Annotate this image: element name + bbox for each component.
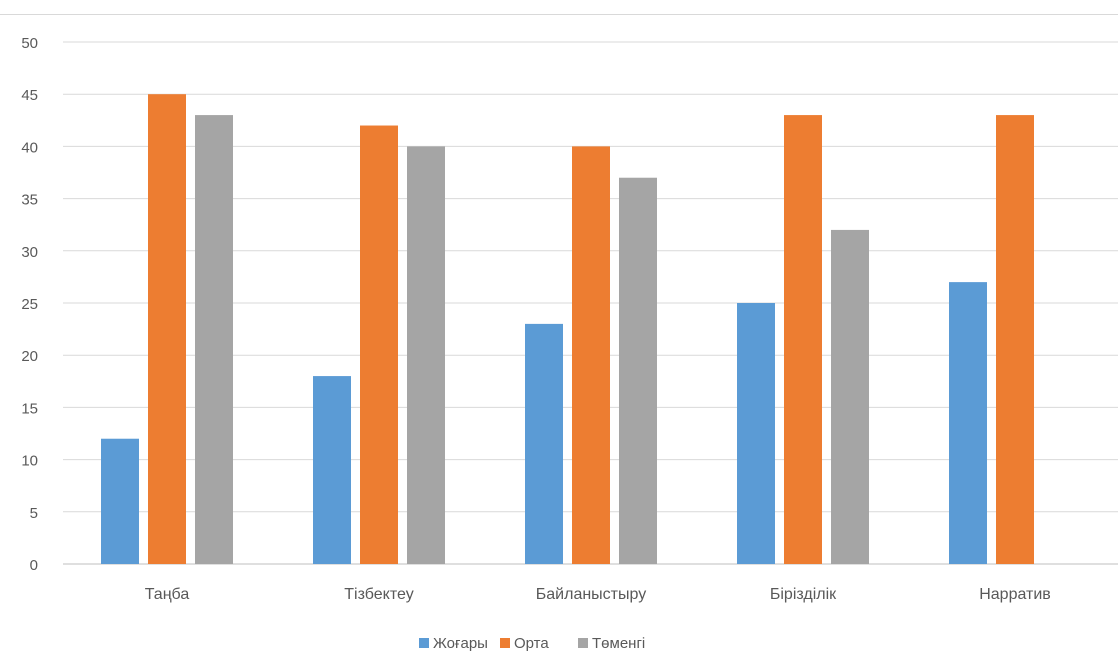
bar <box>407 146 445 564</box>
bar <box>572 146 610 564</box>
bar <box>949 282 987 564</box>
y-tick-label: 0 <box>30 557 38 574</box>
y-tick-label: 30 <box>21 244 38 261</box>
bar <box>148 94 186 564</box>
legend-label: Жоғары <box>433 635 488 652</box>
bars <box>101 94 1034 565</box>
x-tick-label: Таңба <box>145 586 190 603</box>
bar <box>831 229 869 565</box>
y-axis-ticks: 0 5 10 15 20 25 30 35 40 45 50 <box>21 35 38 574</box>
y-tick-label: 10 <box>21 453 38 470</box>
legend-swatch <box>419 638 429 648</box>
y-tick-label: 40 <box>21 139 38 156</box>
bar <box>360 125 398 565</box>
y-tick-label: 50 <box>21 35 38 52</box>
x-tick-label: Байланыстыру <box>536 586 646 603</box>
y-tick-label: 20 <box>21 348 38 365</box>
bar <box>737 303 775 564</box>
bar <box>525 323 563 564</box>
bar <box>619 177 657 564</box>
x-axis-ticks: Таңба Тізбектеу Байланыстыру Біріздiлiк Нарр… <box>145 586 1051 603</box>
bar <box>313 376 351 564</box>
bar <box>996 115 1034 564</box>
legend-swatch <box>500 638 510 648</box>
legend: Жоғары Орта Төменгі <box>419 635 645 652</box>
y-tick-label: 15 <box>21 400 38 417</box>
top-border <box>0 14 1118 15</box>
y-tick-label: 45 <box>21 87 38 104</box>
y-tick-label: 35 <box>21 192 38 209</box>
x-tick-label: Біріздiлiк <box>770 586 837 603</box>
bar <box>784 115 822 564</box>
bar <box>101 438 139 564</box>
legend-label: Төменгі <box>592 635 645 652</box>
y-tick-label: 25 <box>21 296 38 313</box>
legend-swatch <box>578 638 588 648</box>
x-tick-label: Тізбектеу <box>344 586 413 603</box>
legend-label: Орта <box>514 635 549 652</box>
bar <box>195 115 233 564</box>
y-tick-label: 5 <box>30 505 38 522</box>
x-tick-label: Нарратив <box>979 586 1051 603</box>
